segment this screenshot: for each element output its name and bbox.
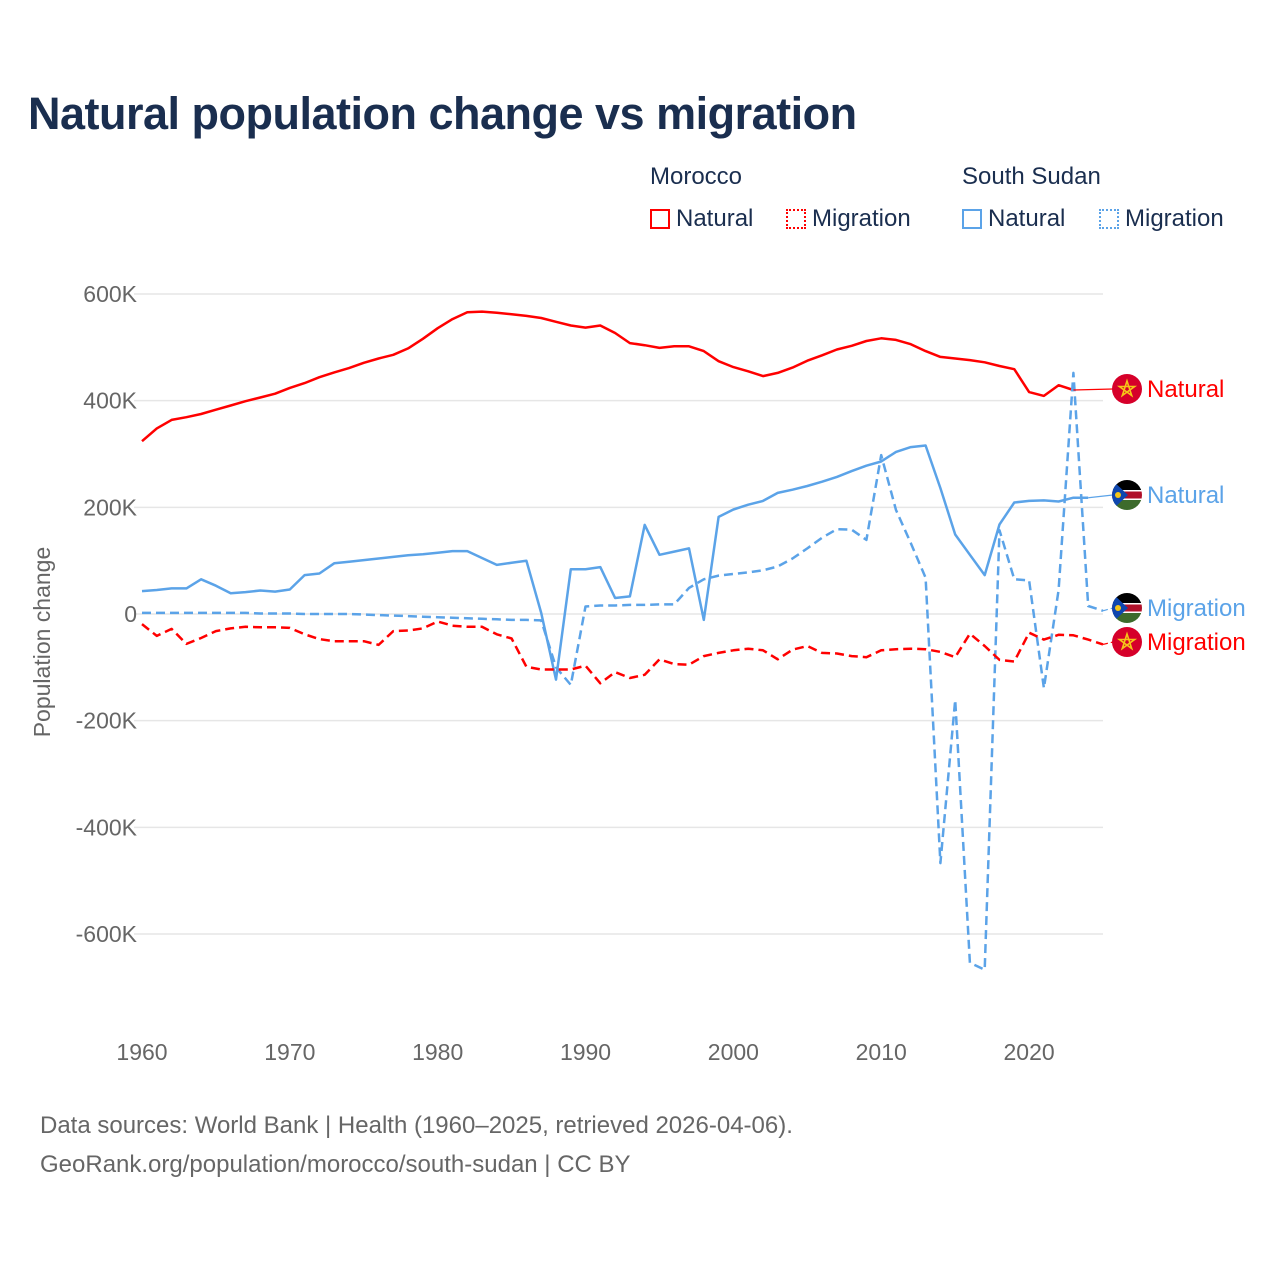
y-tick-label: 0 [124,601,137,627]
footer: Data sources: World Bank | Health (1960–… [40,1106,793,1184]
series-line-south-sudan-migration[interactable] [142,371,1104,971]
legend-swatch-solid [650,209,670,229]
morocco-flag-icon [1112,627,1142,657]
flag-body [1112,593,1142,623]
y-axis-label: Population change [29,547,55,738]
y-tick-label: -200K [76,708,138,734]
legend-swatch-dotted [786,209,806,229]
morocco-flag-icon [1112,374,1142,404]
legend-label: Natural [676,205,754,232]
flag-body [1112,480,1142,510]
series-line-morocco-migration[interactable] [141,620,1104,685]
chart-plot: 600K 400K 200K 0 -200K -400K -600K 1960 1970 198… [29,281,1246,1065]
legend-swatch-dotted [1099,209,1119,229]
legend-south-sudan-migration[interactable]: Migration [1099,205,1224,233]
footer-sources: Data sources: World Bank | Health (1960–… [40,1112,793,1139]
flag-star [1116,631,1138,651]
legend-label: Migration [1125,205,1224,232]
south-sudan-flag-icon [1112,480,1142,510]
legend-swatch-solid [962,209,982,229]
flag-stripe-black [1112,480,1142,490]
end-label: Migration [1147,595,1246,622]
series-line-south-sudan-natural[interactable] [141,444,1089,681]
legend-morocco-natural[interactable]: Natural [650,205,753,233]
legend-label: Natural [988,205,1066,232]
y-tick-label: -600K [76,921,138,947]
flag-star [1115,492,1121,498]
legend-group-south-sudan: South Sudan [962,163,1101,190]
x-tick-label: 1980 [412,1039,463,1065]
end-label: Natural [1147,482,1224,509]
end-label-connector [1102,607,1114,612]
end-label: Migration [1147,629,1246,656]
south-sudan-flag-icon [1112,593,1142,623]
y-tick-label: 200K [83,494,137,520]
legend-morocco-migration[interactable]: Migration [786,205,911,233]
y-tick-label: 400K [83,388,137,414]
legend-group-morocco: Morocco [650,163,743,190]
legend-label: Migration [812,205,911,232]
x-tick-label: 2020 [1003,1039,1054,1065]
end-label-connector [1102,641,1114,645]
y-tick-label: -400K [76,814,138,840]
series-line-morocco-natural[interactable] [141,310,1074,443]
x-tick-label: 1970 [264,1039,315,1065]
flag-star [1115,605,1121,611]
end-label: Natural [1147,376,1224,403]
legend-south-sudan-natural[interactable]: Natural [962,205,1065,233]
x-tick-label: 1990 [560,1039,611,1065]
x-tick-label: 1960 [116,1039,167,1065]
end-label-connector [1088,494,1114,499]
flag-stripe-black [1112,593,1142,603]
flag-stripe-green [1112,613,1142,623]
footer-link[interactable]: GeoRank.org/population/morocco/south-sud… [40,1151,631,1178]
end-label-connector [1073,388,1114,391]
chart-title: Natural population change vs migration [28,88,857,139]
x-tick-label: 2010 [856,1039,907,1065]
y-tick-label: 600K [83,281,137,307]
flag-stripe-green [1112,500,1142,510]
flag-background [1112,627,1142,657]
flag-star [1116,378,1138,398]
flag-background [1112,374,1142,404]
x-tick-label: 2000 [708,1039,759,1065]
